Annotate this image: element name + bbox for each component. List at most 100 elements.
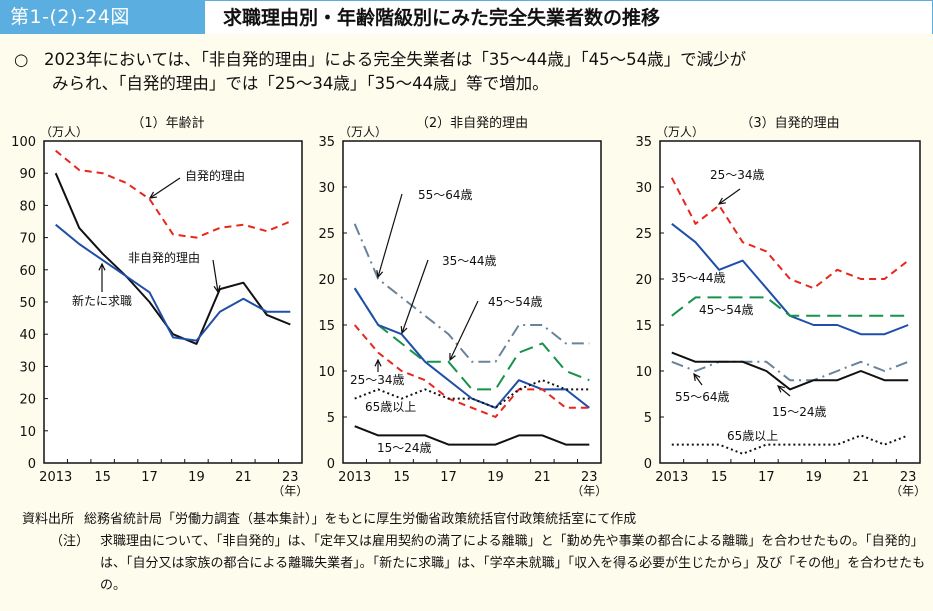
chart-title: （3）自発的理由 (740, 115, 839, 131)
arrowhead-icon (449, 352, 456, 362)
source-row: 資料出所 総務省統計局「労働力調査（基本集計）」をもとに厚生労働省政策統括官付政策… (22, 509, 927, 531)
series-annotation-label: 35～44歳 (442, 254, 497, 268)
series-annotation-label: 55～64歳 (418, 188, 473, 202)
y-tick-label: 40 (19, 328, 36, 343)
x-tick-label: 23 (900, 470, 917, 485)
series-annotation-label: 25～34歳 (710, 168, 765, 182)
annotation-arrow (149, 177, 181, 199)
arrowhead-icon (400, 325, 408, 335)
series-annotation-label: 45～54歳 (699, 303, 754, 317)
y-tick-label: 25 (318, 227, 335, 242)
x-tick-label: 23 (581, 470, 598, 485)
y-tick-label: 0 (28, 457, 36, 472)
arrowhead-icon (376, 269, 384, 279)
y-tick-label: 30 (635, 181, 652, 196)
x-tick-label: 21 (235, 470, 252, 485)
x-axis-unit-label: （年） (890, 484, 926, 498)
annotation-arrow (449, 300, 479, 361)
summary-text: ○ 2023年においては、「非自発的理由」による完全失業者は「35～44歳」「45… (14, 48, 919, 96)
series-line (354, 379, 590, 409)
x-tick-label: 15 (393, 470, 410, 485)
plot-frame (659, 140, 921, 464)
y-axis-unit-label: （万人） (339, 125, 387, 139)
series-line (55, 149, 291, 239)
x-axis-unit-label: （年） (571, 484, 607, 498)
summary-line-1: ○ 2023年においては、「非自発的理由」による完全失業者は「35～44歳」「45… (14, 48, 919, 72)
notes: 資料出所 総務省統計局「労働力調査（基本集計）」をもとに厚生労働省政策統括官付政策… (22, 509, 927, 597)
y-tick-label: 90 (19, 167, 36, 182)
summary-line-1-text: 2023年においては、「非自発的理由」による完全失業者は「35～44歳」「45～… (44, 50, 747, 69)
x-tick-label: 15 (711, 470, 728, 485)
y-tick-label: 50 (19, 296, 36, 311)
note-text: 求職理由について、「非自発的」は、「定年又は雇用契約の満了による離職」と「勤め先… (100, 534, 926, 593)
chart-title: （1）年齢計 (131, 115, 204, 131)
y-tick-label: 30 (318, 181, 335, 196)
series-annotation-label: 65歳以上 (727, 429, 778, 443)
y-tick-label: 20 (635, 273, 652, 288)
series-annotation-label: 35～44歳 (671, 271, 726, 285)
annotation-arrow (401, 259, 429, 334)
series-annotation-label: 非自発的理由 (128, 250, 200, 265)
series-annotation-label: 25～34歳 (350, 373, 405, 387)
arrowhead-icon (374, 358, 382, 367)
y-tick-label: 0 (644, 457, 652, 472)
arrowhead-icon (693, 372, 701, 381)
arrowhead-icon (148, 191, 158, 199)
bullet-icon: ○ (14, 50, 29, 69)
y-tick-label: 5 (644, 411, 652, 426)
y-tick-label: 15 (318, 319, 335, 334)
y-tick-label: 80 (19, 199, 36, 214)
y-tick-label: 10 (318, 365, 335, 380)
figure-number: 第1-(2)-24図 (0, 0, 205, 34)
annotation-arrow (212, 259, 219, 293)
annotation-arrow (777, 385, 791, 397)
y-tick-label: 25 (635, 227, 652, 242)
annotation-arrow (377, 193, 403, 278)
x-tick-label: 17 (758, 470, 775, 485)
summary-line-2: みられ、「自発的理由」では「25～34歳」「35～44歳」等で増加。 (52, 74, 549, 93)
source-label: 資料出所 (22, 512, 75, 527)
x-tick-label: 23 (282, 470, 299, 485)
y-tick-label: 60 (19, 264, 36, 279)
y-tick-label: 30 (19, 360, 36, 375)
x-tick-label: 2013 (39, 470, 72, 485)
series-annotation-label: 45～54歳 (488, 295, 543, 309)
x-tick-label: 17 (440, 470, 457, 485)
chart-title: （2）非自発的理由 (416, 115, 528, 131)
arrowhead-icon (213, 285, 221, 294)
x-tick-label: 19 (805, 470, 822, 485)
x-tick-label: 19 (487, 470, 504, 485)
series-annotation-label: 自発的理由 (185, 168, 245, 183)
source-text: 総務省統計局「労働力調査（基本集計）」をもとに厚生労働省政策統括官付政策統括室に… (84, 512, 637, 527)
y-axis-unit-label: （万人） (656, 125, 704, 139)
annotation-arrow (718, 188, 741, 205)
x-tick-label: 15 (94, 470, 111, 485)
series-annotation-label: 55～64歳 (675, 390, 730, 404)
x-tick-label: 19 (188, 470, 205, 485)
note-label: （注） (50, 534, 90, 549)
annotation-arrow (693, 373, 703, 386)
x-axis-unit-label: （年） (272, 484, 308, 498)
x-tick-label: 2013 (338, 470, 371, 485)
arrowhead-icon (776, 385, 785, 393)
figure-header: 第1-(2)-24図 求職理由別・年齢階級別にみた完全失業者数の推移 (0, 0, 933, 34)
y-tick-label: 5 (327, 411, 335, 426)
series-annotation-label: 65歳以上 (365, 400, 416, 414)
x-tick-label: 21 (534, 470, 551, 485)
y-tick-label: 10 (635, 365, 652, 380)
arrowhead-icon (717, 197, 727, 205)
series-annotation-label: 新たに求職 (72, 293, 132, 308)
note-row: （注） 求職理由について、「非自発的」は、「定年又は雇用契約の満了による離職」と「… (22, 531, 927, 597)
y-tick-label: 0 (327, 457, 335, 472)
plot-frame (342, 140, 602, 464)
y-tick-label: 20 (19, 393, 36, 408)
series-annotation-label: 15～24歳 (772, 405, 827, 419)
series-annotation-label: 15～24歳 (377, 441, 432, 455)
x-tick-label: 17 (141, 470, 158, 485)
y-tick-label: 15 (635, 319, 652, 334)
arrowhead-icon (98, 262, 106, 271)
y-tick-label: 100 (11, 135, 36, 150)
series-line (353, 287, 590, 391)
y-tick-label: 35 (635, 135, 652, 150)
y-tick-label: 35 (318, 135, 335, 150)
